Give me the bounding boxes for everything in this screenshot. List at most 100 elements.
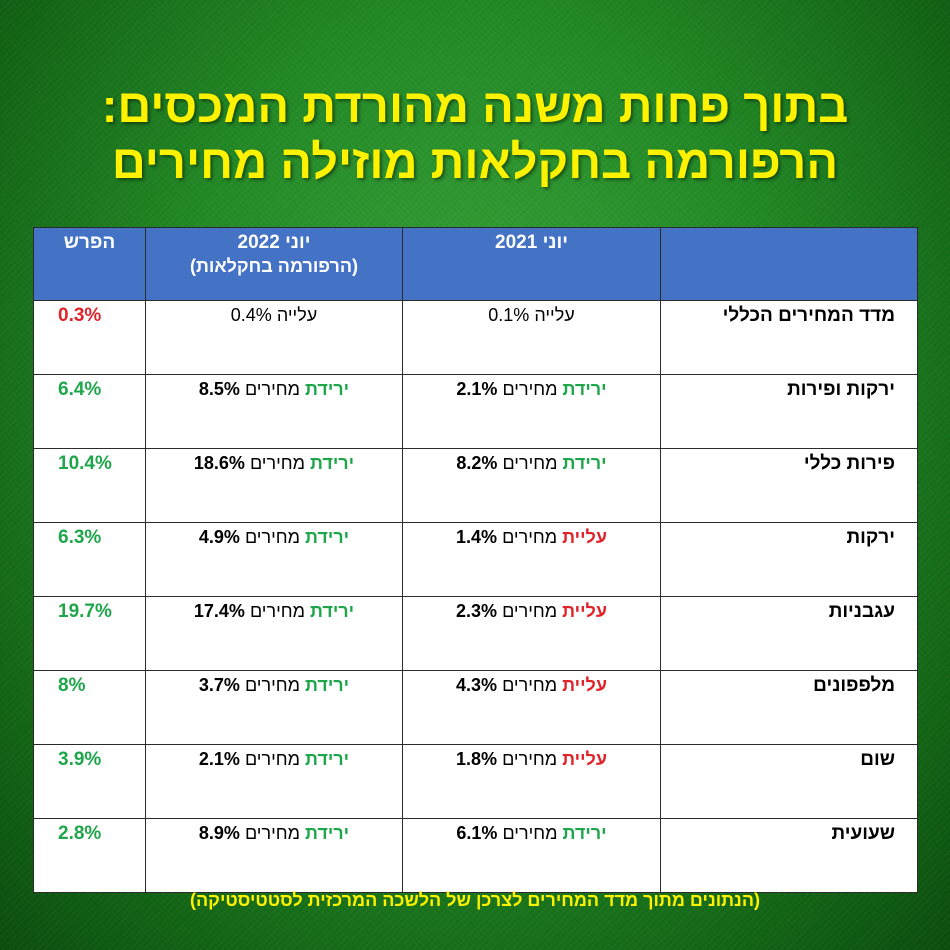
table-row: פירות כללי ירידת מחירים 8.2% ירידת מחירים …	[33, 448, 918, 523]
change-direction-word: ירידת	[310, 453, 355, 473]
cell-june-2021: עליית מחירים 2.3%	[402, 596, 661, 671]
change-direction-word: עליית	[562, 601, 607, 621]
headline-line-1: בתוך פחות משנה מהורדת המכסים:	[101, 79, 849, 132]
change-direction-word: ירידת	[304, 379, 350, 399]
prices-word: מחירים	[249, 453, 305, 473]
cell-june-2022: עלייה 0.4%	[145, 300, 403, 375]
change-value: 2.1%	[198, 749, 240, 769]
prices-word: מחירים	[502, 453, 558, 473]
headline-line-2: הרפורמה בחקלאות מוזילה מחירים	[111, 135, 839, 188]
row-category: פירות כללי	[660, 448, 918, 523]
prices-word: מחירים	[244, 675, 300, 695]
change-direction-word: עלייה	[534, 305, 575, 325]
row-category: מלפפונים	[660, 670, 918, 745]
cell-june-2021: עליית מחירים 1.4%	[402, 522, 661, 597]
change-value: 8.5%	[198, 379, 240, 399]
cell-june-2021: עליית מחירים 4.3%	[402, 670, 661, 745]
change-direction-word: ירידת	[562, 379, 607, 399]
cell-difference: 19.7%	[33, 596, 146, 671]
table-row: שעועית ירידת מחירים 6.1% ירידת מחירים 8.9%…	[33, 818, 918, 893]
row-category: שעועית	[660, 818, 918, 893]
cell-june-2022: ירידת מחירים 8.9%	[145, 818, 403, 893]
change-direction-word: ירידת	[562, 823, 607, 843]
cell-difference: 2.8%	[33, 818, 146, 893]
change-direction-word: ירידת	[304, 527, 350, 547]
cell-june-2022: ירידת מחירים 2.1%	[145, 744, 403, 819]
header-june-2021-label: יוני 2021	[495, 232, 568, 253]
row-category: ירקות	[660, 522, 918, 597]
cell-june-2022: ירידת מחירים 18.6%	[145, 448, 403, 523]
cell-difference: 6.3%	[33, 522, 146, 597]
prices-word: מחירים	[502, 675, 558, 695]
change-value: 0.4%	[230, 305, 272, 325]
prices-word: מחירים	[244, 379, 300, 399]
table-row: שום עליית מחירים 1.8% ירידת מחירים 2.1% 3.9…	[33, 744, 918, 819]
change-direction-word: ירידת	[304, 823, 350, 843]
row-category: שום	[660, 744, 918, 819]
cell-june-2022: ירידת מחירים 4.9%	[145, 522, 403, 597]
change-direction-word: עליית	[562, 749, 607, 769]
row-category: ירקות ופירות	[660, 374, 918, 449]
cell-june-2022: ירידת מחירים 17.4%	[145, 596, 403, 671]
change-direction-word: ירידת	[304, 675, 350, 695]
header-june-2021: יוני 2021	[402, 227, 661, 301]
prices-word: מחירים	[502, 823, 558, 843]
change-value: 8.9%	[198, 823, 240, 843]
prices-word: מחירים	[244, 823, 300, 843]
cell-difference: 10.4%	[33, 448, 146, 523]
cell-difference: 6.4%	[33, 374, 146, 449]
table-row: ירקות ופירות ירידת מחירים 2.1% ירידת מחירי…	[33, 374, 918, 449]
prices-word: מחירים	[244, 527, 300, 547]
headline: בתוך פחות משנה מהורדת המכסים: הרפורמה בח…	[0, 78, 950, 190]
header-difference: הפרש	[33, 227, 146, 301]
header-june-2022: יוני 2022 (הרפורמה בחקלאות)	[145, 227, 403, 301]
table-row: מדד המחירים הכללי עלייה 0.1% עלייה 0.4% 0.3…	[33, 300, 918, 375]
change-value: 3.7%	[198, 675, 240, 695]
change-value: 2.3%	[456, 601, 498, 621]
change-direction-word: ירידת	[562, 453, 607, 473]
change-value: 0.1%	[488, 305, 530, 325]
price-comparison-table: יוני 2021 יוני 2022 (הרפורמה בחקלאות) הפ…	[33, 227, 918, 893]
change-direction-word: עליית	[562, 675, 607, 695]
header-june-2022-label: יוני 2022	[237, 232, 311, 253]
prices-word: מחירים	[502, 379, 558, 399]
cell-june-2022: ירידת מחירים 8.5%	[145, 374, 403, 449]
cell-june-2021: ירידת מחירים 2.1%	[402, 374, 661, 449]
cell-june-2021: ירידת מחירים 8.2%	[402, 448, 661, 523]
table-row: ירקות עליית מחירים 1.4% ירידת מחירים 4.9% 6…	[33, 522, 918, 597]
prices-word: מחירים	[502, 601, 558, 621]
header-category	[660, 227, 918, 301]
change-direction-word: עלייה	[276, 305, 318, 325]
change-value: 6.1%	[456, 823, 498, 843]
change-value: 1.4%	[456, 527, 498, 547]
change-value: 18.6%	[193, 453, 245, 473]
change-value: 4.3%	[456, 675, 498, 695]
cell-june-2022: ירידת מחירים 3.7%	[145, 670, 403, 745]
change-value: 17.4%	[193, 601, 245, 621]
prices-word: מחירים	[502, 749, 558, 769]
cell-june-2021: ירידת מחירים 6.1%	[402, 818, 661, 893]
cell-difference: 0.3%	[33, 300, 146, 375]
change-value: 1.8%	[456, 749, 498, 769]
header-june-2022-sub: (הרפורמה בחקלאות)	[189, 256, 359, 276]
table-body: מדד המחירים הכללי עלייה 0.1% עלייה 0.4% 0.3…	[33, 300, 918, 893]
change-value: 4.9%	[198, 527, 240, 547]
change-value: 2.1%	[456, 379, 498, 399]
change-direction-word: עליית	[562, 527, 607, 547]
cell-difference: 3.9%	[33, 744, 146, 819]
cell-june-2021: עלייה 0.1%	[402, 300, 661, 375]
cell-difference: 8%	[33, 670, 146, 745]
source-footnote: (הנתונים מתוך מדד המחירים לצרכן של הלשכה…	[190, 890, 760, 910]
table-row: עגבניות עליית מחירים 2.3% ירידת מחירים 17.…	[33, 596, 918, 671]
change-value: 8.2%	[456, 453, 498, 473]
row-category: מדד המחירים הכללי	[660, 300, 918, 375]
change-direction-word: ירידת	[304, 749, 350, 769]
cell-june-2021: עליית מחירים 1.8%	[402, 744, 661, 819]
table-header-row: יוני 2021 יוני 2022 (הרפורמה בחקלאות) הפ…	[33, 227, 918, 301]
prices-word: מחירים	[249, 601, 305, 621]
prices-word: מחירים	[502, 527, 558, 547]
change-direction-word: ירידת	[310, 601, 355, 621]
row-category: עגבניות	[660, 596, 918, 671]
prices-word: מחירים	[244, 749, 300, 769]
table-row: מלפפונים עליית מחירים 4.3% ירידת מחירים 3.…	[33, 670, 918, 745]
